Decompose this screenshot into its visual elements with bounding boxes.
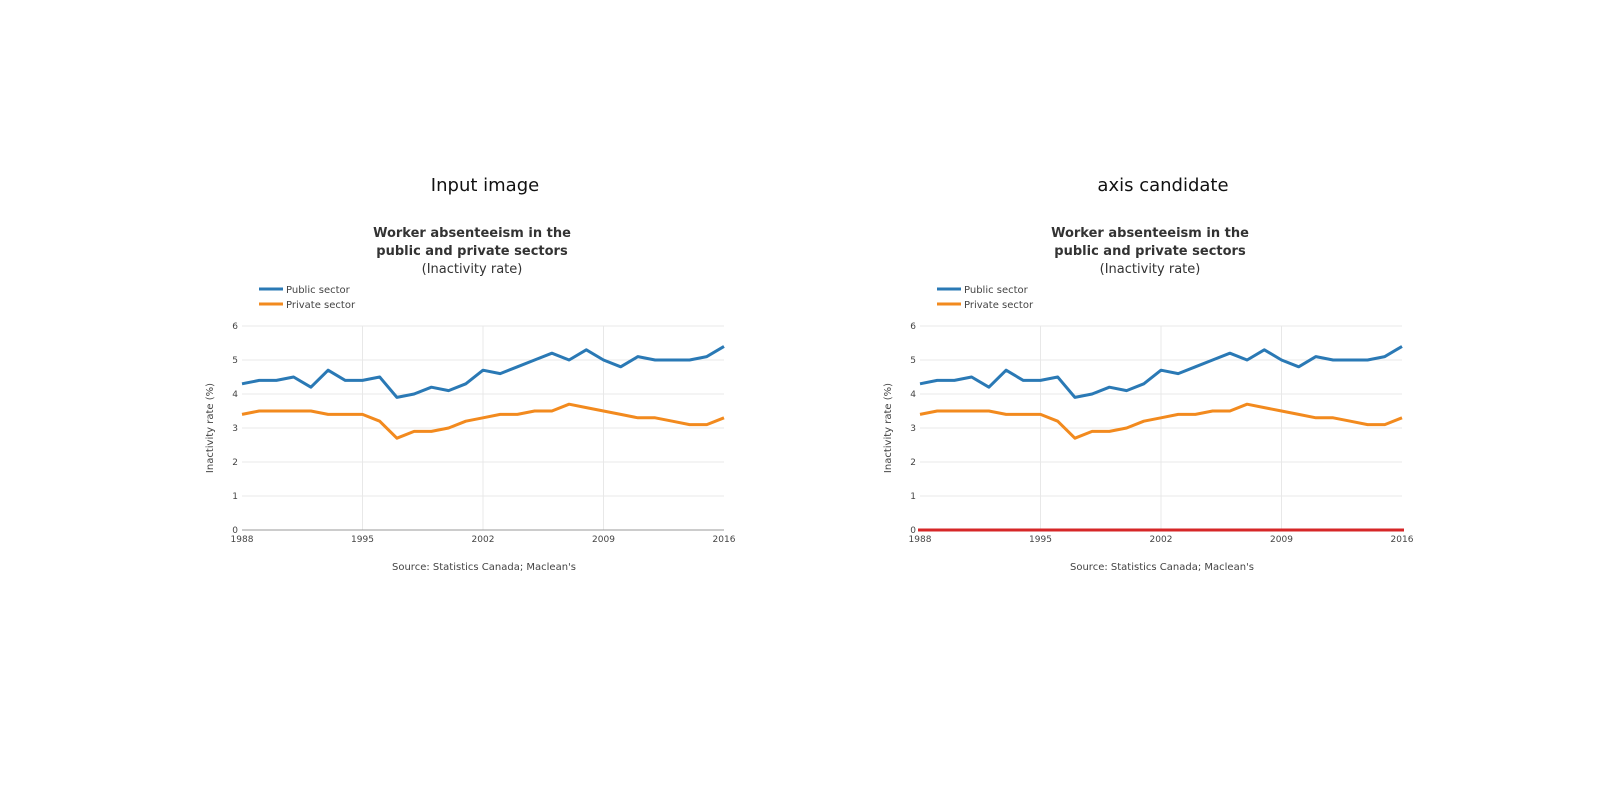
x-tick-label: 1988 (909, 535, 932, 545)
chart-title: Worker absenteeism in the (1051, 226, 1249, 241)
series-line-public-sector (241, 345, 725, 399)
legend-label: Public sector (964, 285, 1029, 296)
panel-axis-candidate: axis candidate Worker absenteeism in the… (843, 170, 1483, 590)
chart-title: public and private sectors (376, 244, 568, 259)
y-tick-label: 3 (232, 424, 238, 434)
x-tick-label: 2016 (1391, 535, 1414, 545)
panel-input-image: Input image Worker absenteeism in the pub… (165, 170, 805, 590)
series-line-public-sector (919, 345, 1403, 399)
y-tick-label: 2 (910, 458, 916, 468)
chart-title: public and private sectors (1054, 244, 1246, 259)
x-tick-label: 2009 (592, 535, 615, 545)
y-axis-label: Inactivity rate (%) (205, 383, 216, 473)
legend-label: Private sector (964, 300, 1034, 311)
y-tick-label: 0 (232, 526, 238, 536)
x-tick-label: 1995 (351, 535, 374, 545)
x-tick-label: 2002 (1150, 535, 1173, 545)
x-tick-label: 2002 (472, 535, 495, 545)
chart-subtitle: (Inactivity rate) (422, 262, 523, 277)
y-tick-label: 5 (910, 356, 916, 366)
chart-title: Worker absenteeism in the (373, 226, 571, 241)
source-note: Source: Statistics Canada; Maclean's (1070, 562, 1254, 573)
source-note: Source: Statistics Canada; Maclean's (392, 562, 576, 573)
series-line-private-sector (919, 402, 1403, 440)
y-tick-label: 4 (232, 390, 238, 400)
y-tick-label: 6 (910, 322, 916, 332)
chart-subtitle: (Inactivity rate) (1100, 262, 1201, 277)
x-tick-label: 1988 (231, 535, 254, 545)
y-tick-label: 5 (232, 356, 238, 366)
y-axis-label: Inactivity rate (%) (883, 383, 894, 473)
series-line-private-sector (241, 402, 725, 440)
y-tick-label: 4 (910, 390, 916, 400)
y-tick-label: 1 (910, 492, 916, 502)
y-tick-label: 3 (910, 424, 916, 434)
x-tick-label: 2016 (713, 535, 736, 545)
panel-heading: axis candidate (1097, 175, 1229, 196)
legend-label: Public sector (286, 285, 351, 296)
x-tick-label: 2009 (1270, 535, 1293, 545)
panel-heading: Input image (430, 175, 540, 196)
line-chart: Worker absenteeism in the public and priv… (205, 226, 736, 573)
y-tick-label: 6 (232, 322, 238, 332)
y-tick-label: 1 (232, 492, 238, 502)
line-chart: Worker absenteeism in the public and priv… (883, 226, 1414, 573)
x-tick-label: 1995 (1029, 535, 1052, 545)
y-tick-label: 2 (232, 458, 238, 468)
legend-label: Private sector (286, 300, 356, 311)
y-tick-label: 0 (910, 526, 916, 536)
